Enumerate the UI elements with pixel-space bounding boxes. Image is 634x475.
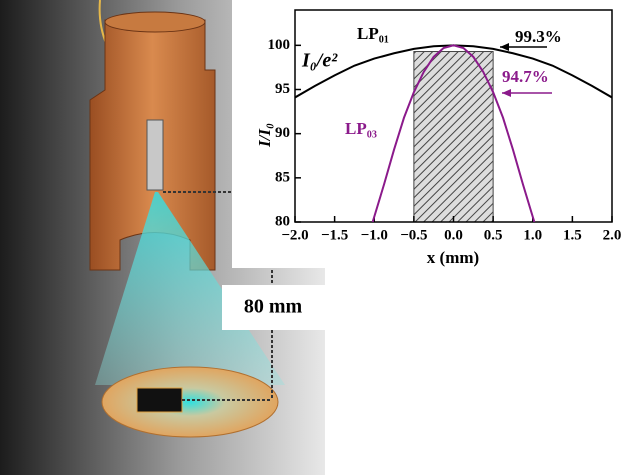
series-label: LP₀₁: [357, 24, 389, 43]
y-tick-label: 85: [275, 169, 290, 185]
figure: 80 mm I/I₀ x (mm) I₀/e² 80859095100−2.0−…: [0, 0, 634, 475]
series-label: LP₀₃: [345, 119, 377, 138]
x-tick-label: 2.0: [603, 227, 622, 243]
x-tick-label: 0.5: [484, 227, 503, 243]
annotation: 94.7%: [502, 67, 549, 86]
x-tick-label: −2.0: [281, 227, 308, 243]
y-tick-label: 90: [275, 125, 290, 141]
x-tick-label: −0.5: [400, 227, 427, 243]
y-tick-label: 95: [275, 81, 290, 97]
x-tick-label: −1.0: [361, 227, 388, 243]
chip: [137, 388, 182, 412]
y-tick-label: 100: [268, 37, 291, 53]
annotation: 99.3%: [515, 27, 562, 46]
x-tick-label: 1.5: [563, 227, 582, 243]
housing-top: [105, 12, 205, 32]
beam-label: I₀/e²: [301, 50, 338, 72]
probe: [147, 120, 163, 190]
distance-label: 80 mm: [244, 296, 303, 318]
sample-disc: [102, 367, 278, 437]
x-axis-label: x (mm): [427, 248, 479, 267]
x-tick-label: −1.5: [321, 227, 348, 243]
shaded-region: [414, 52, 493, 222]
x-tick-label: 0.0: [444, 227, 463, 243]
y-axis-label: I/I₀: [255, 123, 274, 148]
x-tick-label: 1.0: [523, 227, 542, 243]
